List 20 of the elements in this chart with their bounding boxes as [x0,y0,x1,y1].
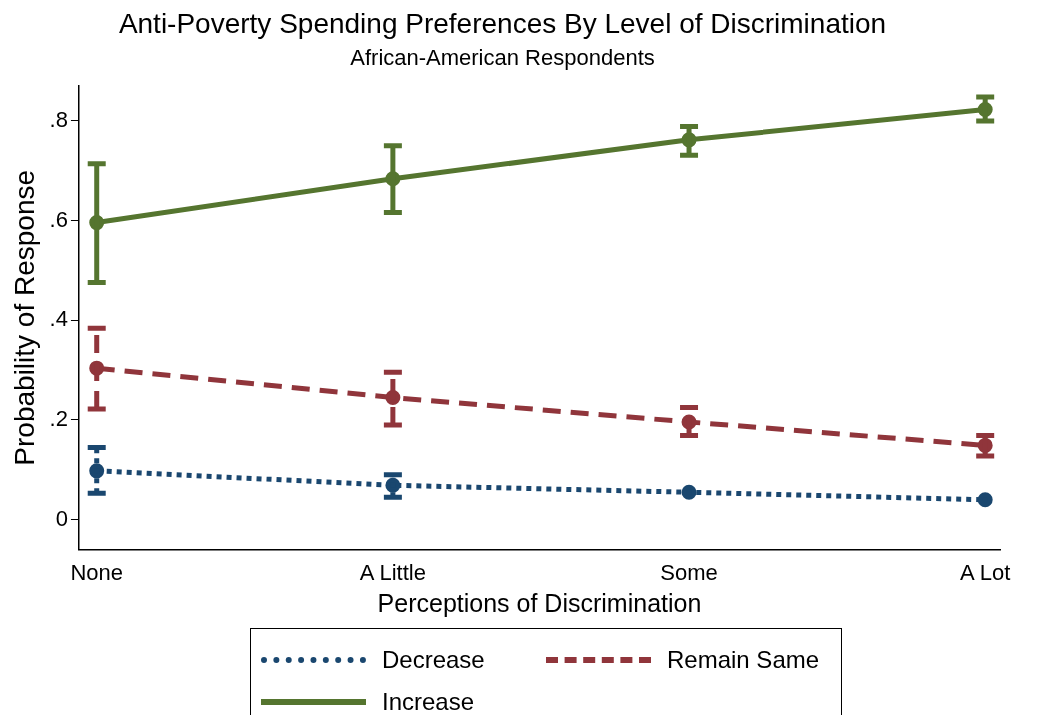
x-tick-label: A Lot [960,559,1011,585]
legend-label: Increase [382,688,475,715]
x-tick-label: A Little [359,559,426,585]
point [89,463,105,479]
y-tick-label: .2 [49,406,68,432]
point [681,484,697,500]
chart-title: Anti-Poverty Spending Preferences By Level of Discrimination [118,7,887,39]
y-tick-label: 0 [55,505,68,531]
y-axis-title: Probability of Response [8,169,40,466]
x-axis-title: Perceptions of Discrimination [377,588,702,617]
legend-label: Remain Same [667,646,820,674]
point [385,477,401,493]
y-tick-label: .6 [49,206,68,232]
point [977,492,993,508]
y-tick-label: .8 [49,106,68,132]
chart-subtitle: African-American Respondents [350,44,655,70]
y-tick-label: .4 [49,306,68,332]
x-tick-label: None [70,559,124,585]
legend-label: Decrease [382,646,485,674]
x-tick-label: Some [660,559,718,585]
